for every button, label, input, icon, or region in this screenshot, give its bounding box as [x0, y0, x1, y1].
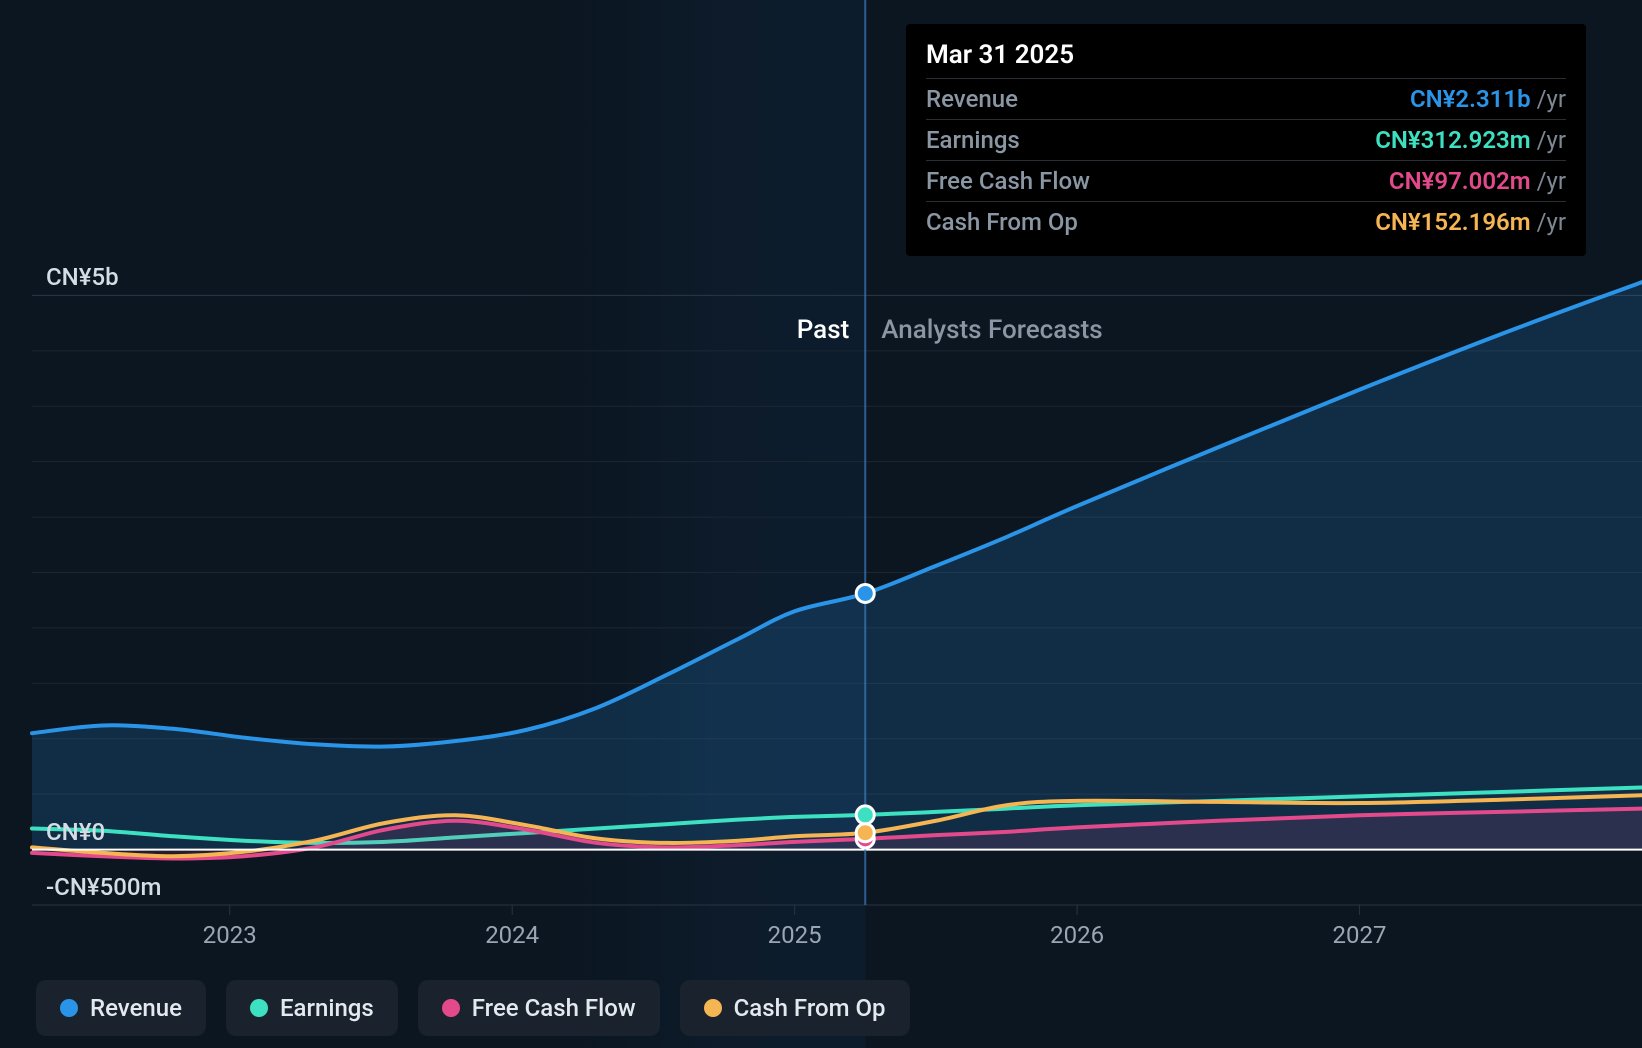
legend-item-label: Revenue: [90, 994, 182, 1022]
tooltip-row-value-wrap: CN¥312.923m/yr: [1375, 126, 1566, 154]
tooltip-row-label: Free Cash Flow: [926, 167, 1090, 195]
tooltip-row-value-wrap: CN¥152.196m/yr: [1375, 208, 1566, 236]
tooltip-row-value: CN¥97.002m: [1389, 167, 1531, 195]
tooltip-row-label: Earnings: [926, 126, 1020, 154]
legend-item[interactable]: Cash From Op: [680, 980, 910, 1036]
x-tick-label: 2023: [203, 921, 257, 949]
financial-forecast-chart: CN¥5b CN¥0 -CN¥500m 2023 2024 2025 2026 2027 P…: [0, 0, 1642, 1048]
x-tick-label: 2024: [485, 921, 539, 949]
legend-item-label: Earnings: [280, 994, 374, 1022]
y-tick-label: CN¥0: [46, 818, 105, 846]
tooltip-row: Earnings CN¥312.923m/yr: [926, 119, 1566, 160]
legend-dot-icon: [442, 999, 460, 1017]
tooltip-row-value: CN¥2.311b: [1410, 85, 1531, 113]
tooltip-row: Cash From Op CN¥152.196m/yr: [926, 201, 1566, 242]
tooltip-row-value-wrap: CN¥97.002m/yr: [1389, 167, 1566, 195]
cursor-marker-cfo: [856, 824, 874, 842]
tooltip-row-label: Revenue: [926, 85, 1018, 113]
x-tick-label: 2026: [1050, 921, 1104, 949]
tooltip-row: Free Cash Flow CN¥97.002m/yr: [926, 160, 1566, 201]
tooltip-row-value: CN¥152.196m: [1375, 208, 1530, 236]
tooltip-date: Mar 31 2025: [926, 40, 1566, 70]
legend-item-label: Free Cash Flow: [472, 994, 636, 1022]
y-tick-label: CN¥5b: [46, 263, 119, 291]
tooltip-row: Revenue CN¥2.311b/yr: [926, 78, 1566, 119]
section-label-past: Past: [797, 315, 850, 345]
chart-legend: Revenue Earnings Free Cash Flow Cash From O…: [36, 980, 910, 1036]
tooltip-row-value-wrap: CN¥2.311b/yr: [1410, 85, 1566, 113]
x-tick-label: 2025: [768, 921, 822, 949]
legend-item-label: Cash From Op: [734, 994, 886, 1022]
tooltip-row-suffix: /yr: [1537, 85, 1566, 113]
tooltip-row-suffix: /yr: [1537, 208, 1566, 236]
cursor-marker-revenue: [856, 584, 874, 602]
past-shade: [526, 0, 865, 1048]
hover-tooltip: Mar 31 2025 Revenue CN¥2.311b/yr Earnings C…: [906, 24, 1586, 256]
legend-dot-icon: [250, 999, 268, 1017]
section-label-forecast: Analysts Forecasts: [881, 315, 1102, 345]
x-tick-label: 2027: [1333, 921, 1387, 949]
legend-item[interactable]: Free Cash Flow: [418, 980, 660, 1036]
legend-item[interactable]: Revenue: [36, 980, 206, 1036]
tooltip-row-suffix: /yr: [1537, 167, 1566, 195]
legend-item[interactable]: Earnings: [226, 980, 398, 1036]
tooltip-row-label: Cash From Op: [926, 208, 1078, 236]
tooltip-row-suffix: /yr: [1537, 126, 1566, 154]
y-tick-label: -CN¥500m: [46, 873, 161, 901]
legend-dot-icon: [60, 999, 78, 1017]
tooltip-row-value: CN¥312.923m: [1375, 126, 1530, 154]
legend-dot-icon: [704, 999, 722, 1017]
cursor-marker-earnings: [856, 806, 874, 824]
